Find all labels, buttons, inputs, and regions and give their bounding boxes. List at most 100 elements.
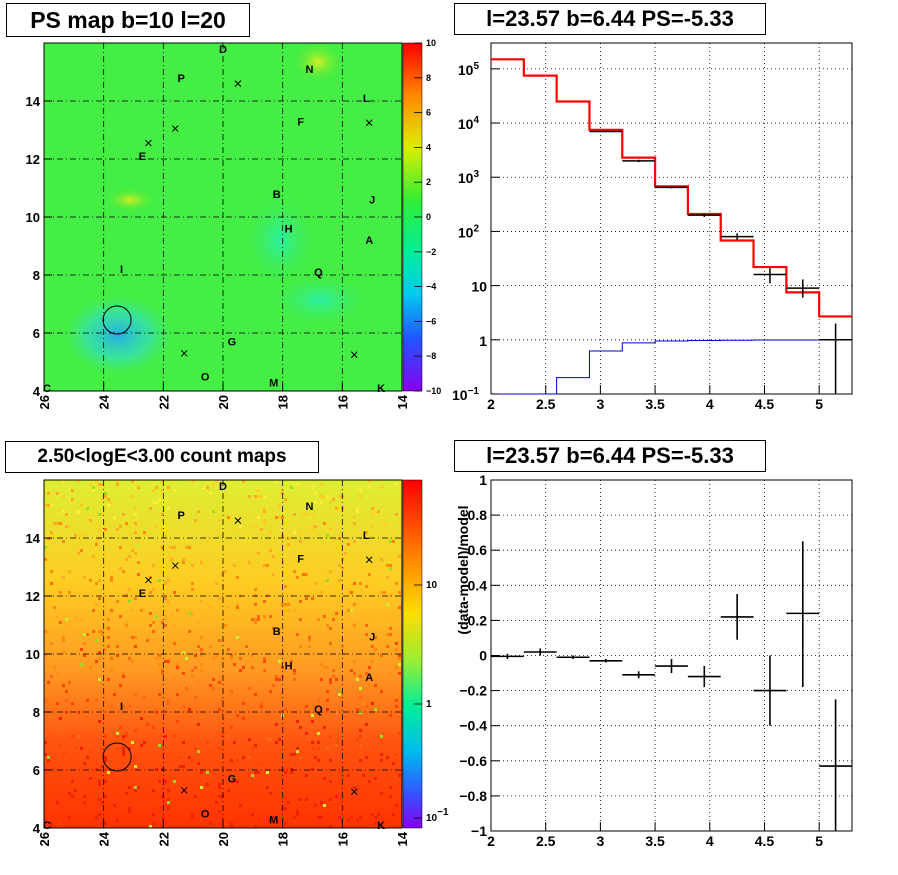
count-pixel [296, 810, 299, 813]
count-pixel [158, 654, 161, 657]
count-pixel [389, 540, 392, 543]
count-pixel [191, 480, 194, 483]
count-pixel [89, 483, 92, 486]
count-pixel [353, 726, 356, 729]
count-pixel [68, 591, 71, 594]
count-pixel [314, 492, 317, 495]
count-pixel [386, 603, 389, 606]
count-pixel [164, 624, 167, 627]
count-pixel [182, 741, 185, 744]
source-label: C [43, 383, 51, 395]
count-pixel [206, 729, 209, 732]
count-pixel [278, 678, 281, 681]
count-pixel [77, 546, 80, 549]
count-pixel [347, 819, 350, 822]
count-pixel [248, 687, 251, 690]
count-pixel [320, 495, 323, 498]
count-pixel [389, 633, 392, 636]
count-pixel [80, 534, 83, 537]
count-pixel [122, 750, 125, 753]
count-pixel [308, 645, 311, 648]
source-cross-marker [234, 80, 242, 87]
count-pixel [107, 678, 110, 681]
source-label: D [219, 44, 227, 56]
count-pixel [62, 684, 65, 687]
count-pixel [191, 564, 194, 567]
count-pixel [338, 495, 341, 498]
count-pixel [143, 531, 146, 534]
count-pixel [98, 537, 101, 540]
count-pixel [155, 657, 158, 660]
source-label: P [178, 510, 185, 522]
count-pixel [242, 480, 245, 483]
count-pixel [398, 654, 401, 657]
count-pixel [368, 573, 371, 576]
count-pixel [263, 519, 266, 522]
count-pixel [137, 810, 140, 813]
count-pixel [56, 615, 59, 618]
count-pixel [233, 531, 236, 534]
count-pixel [293, 609, 296, 612]
count-pixel [395, 759, 398, 762]
count-pixel [80, 549, 83, 552]
source-label: I [120, 701, 123, 713]
count-pixel [365, 624, 368, 627]
count-pixel [218, 810, 221, 813]
count-pixel [221, 573, 224, 576]
ps-colorbar-tick-label: −4 [426, 282, 436, 292]
map-y-tick-label: 10 [26, 647, 40, 662]
count-pixel [365, 705, 368, 708]
count-pixel [185, 546, 188, 549]
resid-y-tick-label: −0.2 [459, 683, 487, 699]
count-pixel [134, 531, 137, 534]
count-pixel [155, 708, 158, 711]
count-pixel [140, 744, 143, 747]
spec-x-tick-label: 2 [487, 396, 495, 412]
count-pixel [68, 759, 71, 762]
map-x-tick-label: 22 [156, 832, 171, 846]
count-pixel [380, 825, 383, 828]
count-pixel [224, 822, 227, 825]
count-pixel [254, 771, 257, 774]
count-pixel [266, 714, 269, 717]
count-pixel [50, 642, 53, 645]
count-pixel [398, 732, 401, 735]
count-pixel [365, 585, 368, 588]
count-pixel [158, 774, 161, 777]
count-pixel [344, 552, 347, 555]
count-pixel [257, 495, 260, 498]
count-pixel [212, 678, 215, 681]
count-pixel [137, 543, 140, 546]
count-pixel [173, 780, 176, 783]
count-pixel [347, 579, 350, 582]
count-pixel [125, 795, 128, 798]
count-pixel [299, 756, 302, 759]
source-cross-marker [145, 576, 152, 584]
spec-y-tick-label: 105 [458, 61, 480, 78]
count-pixel [155, 711, 158, 714]
count-pixel [263, 507, 266, 510]
count-pixel [47, 759, 50, 762]
count-pixel [368, 666, 371, 669]
spec-x-tick-label: 3.5 [645, 396, 665, 412]
count-pixel [275, 516, 278, 519]
source-label: Q [314, 267, 323, 279]
count-pixel [215, 654, 218, 657]
count-pixel [101, 483, 104, 486]
count-pixel [110, 669, 113, 672]
count-pixel [248, 789, 251, 792]
count-pixel [371, 513, 374, 516]
count-pixel [323, 726, 326, 729]
source-label: H [285, 661, 293, 673]
count-pixel [311, 741, 314, 744]
count-pixel [398, 606, 401, 609]
count-pixel [269, 792, 272, 795]
count-pixel [86, 633, 89, 636]
count-pixel [374, 648, 377, 651]
source-label: A [365, 672, 373, 684]
resid-y-tick-label: 0.4 [468, 577, 488, 593]
count-pixel [152, 621, 155, 624]
count-pixel [122, 594, 125, 597]
count-pixel [254, 825, 257, 828]
